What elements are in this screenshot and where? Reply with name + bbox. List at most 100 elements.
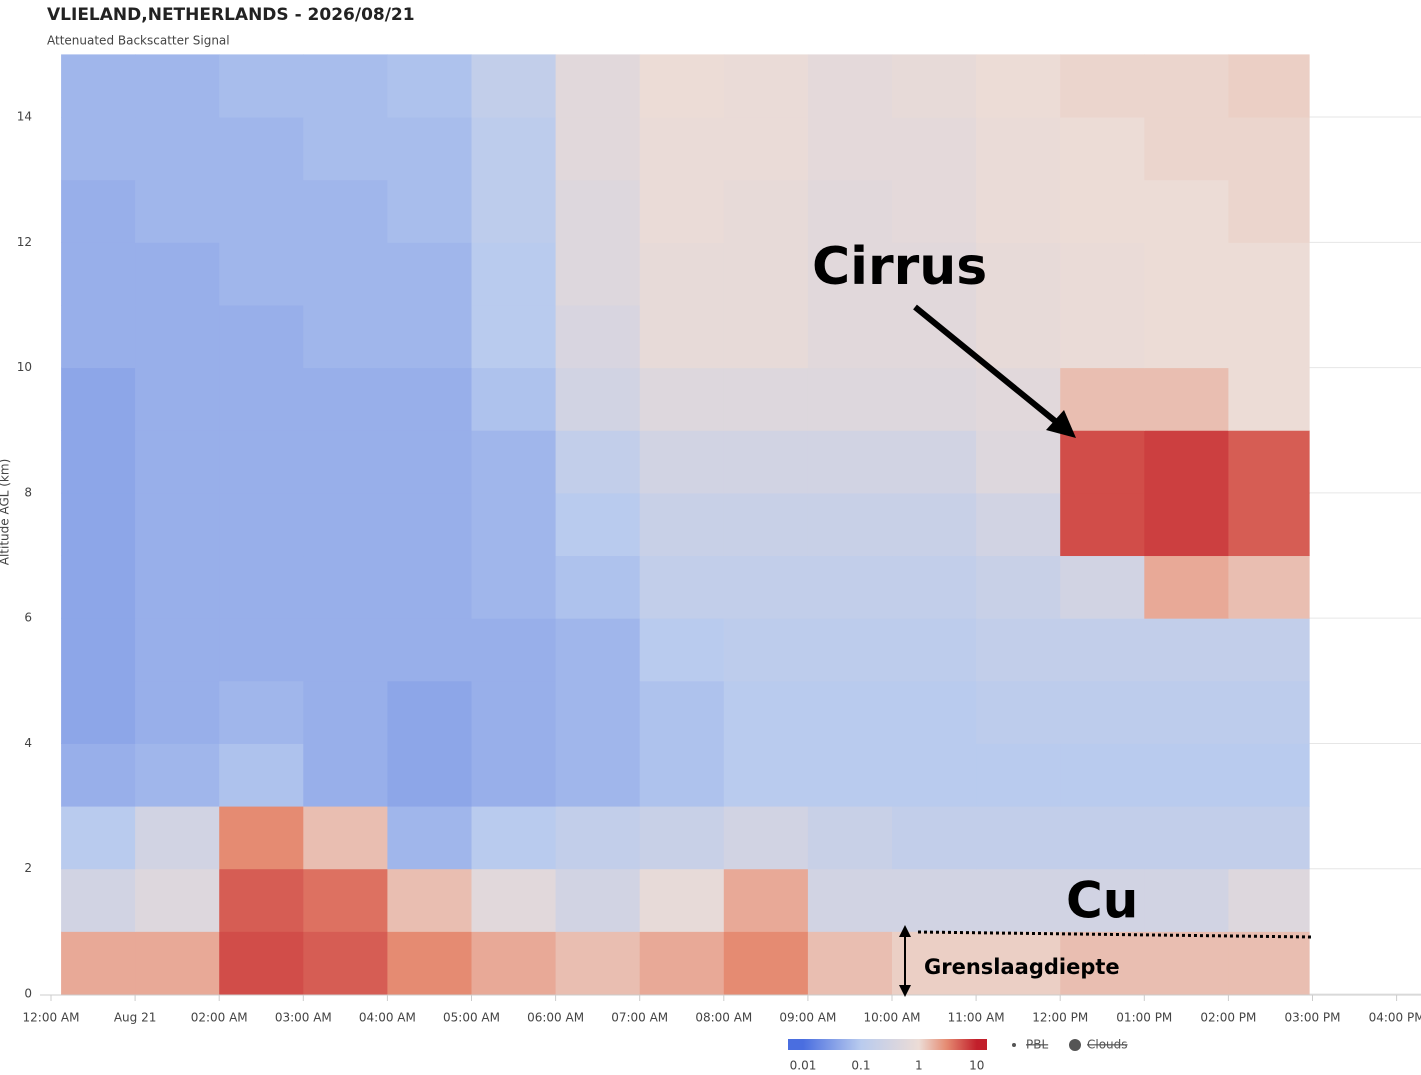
heatmap-cell bbox=[639, 430, 725, 494]
heatmap-cell bbox=[807, 179, 893, 243]
heatmap-cell bbox=[471, 743, 557, 807]
heatmap-cell bbox=[303, 806, 388, 870]
heatmap-cell bbox=[135, 868, 220, 932]
x-tick-label: 05:00 AM bbox=[443, 1011, 500, 1025]
heatmap-cell bbox=[61, 743, 136, 807]
heatmap-cell bbox=[723, 618, 809, 682]
heatmap-cell bbox=[639, 242, 725, 306]
y-tick-label: 6 bbox=[24, 611, 32, 625]
heatmap-cell bbox=[471, 304, 557, 369]
x-tick-label: 12:00 AM bbox=[23, 1011, 80, 1025]
legend: 0.01 0.1 1 10 PBL Clouds bbox=[788, 1038, 1128, 1073]
heatmap-cell bbox=[639, 304, 725, 369]
heatmap-cell bbox=[471, 618, 557, 682]
heatmap-cell bbox=[1060, 743, 1145, 807]
heatmap-cell bbox=[723, 304, 809, 369]
heatmap-cell bbox=[1060, 367, 1145, 431]
heatmap-cell bbox=[303, 367, 388, 431]
heatmap-cell bbox=[976, 430, 1061, 494]
x-tick-label: 06:00 AM bbox=[527, 1011, 584, 1025]
legend-marker bbox=[1069, 1039, 1081, 1051]
heatmap-cell bbox=[1060, 304, 1145, 369]
heatmap-cell bbox=[555, 680, 641, 744]
heatmap-cell bbox=[135, 555, 220, 619]
heatmap-cell bbox=[219, 54, 304, 118]
legend-label: PBL bbox=[1026, 1038, 1048, 1052]
heatmap-cell bbox=[1060, 117, 1145, 181]
heatmap-cell bbox=[219, 618, 304, 682]
heatmap-cell bbox=[387, 430, 472, 494]
heatmap-cell bbox=[1144, 806, 1229, 870]
heatmap-cell bbox=[303, 54, 388, 118]
heatmap-cell bbox=[1144, 555, 1229, 619]
arrow-head bbox=[1046, 410, 1076, 438]
heatmap-cell bbox=[135, 430, 220, 494]
heatmap-cell bbox=[219, 367, 304, 431]
heatmap-cell bbox=[639, 618, 725, 682]
heatmap-cell bbox=[219, 179, 304, 243]
x-tick-label: 04:00 AM bbox=[359, 1011, 416, 1025]
heatmap-cell bbox=[303, 743, 388, 807]
heatmap-cell bbox=[61, 117, 136, 181]
y-tick-label: 4 bbox=[24, 736, 32, 750]
heatmap-cell bbox=[1060, 179, 1145, 243]
legend-label: Clouds bbox=[1087, 1038, 1128, 1052]
y-axis-label: Altitude AGL (km) bbox=[0, 459, 12, 566]
heatmap-cell bbox=[1060, 931, 1145, 995]
heatmap-cell bbox=[892, 54, 977, 118]
heatmap-cell bbox=[387, 868, 472, 932]
heatmap-cell bbox=[1228, 179, 1310, 243]
heatmap-cell bbox=[807, 367, 893, 431]
heatmap-cell bbox=[219, 806, 304, 870]
y-tick-label: 12 bbox=[17, 235, 32, 249]
heatmap-cell bbox=[807, 868, 893, 932]
heatmap-cell bbox=[976, 555, 1061, 619]
heatmap-cell bbox=[723, 743, 809, 807]
heatmap-cell bbox=[1060, 806, 1145, 870]
heatmap-cell bbox=[219, 242, 304, 306]
arrow-head bbox=[899, 985, 911, 997]
heatmap-cell bbox=[1228, 367, 1310, 431]
heatmap-cell bbox=[387, 680, 472, 744]
x-tick-label: 10:00 AM bbox=[864, 1011, 921, 1025]
colorbar-tick-label: 0.01 bbox=[790, 1059, 817, 1073]
y-tick-label: 2 bbox=[24, 861, 32, 875]
heatmap-cell bbox=[303, 555, 388, 619]
heatmap-cell bbox=[555, 304, 641, 369]
heatmap-cell bbox=[723, 868, 809, 932]
annotation: Cirrus bbox=[812, 237, 987, 297]
heatmap-cell bbox=[723, 680, 809, 744]
heatmap-cell bbox=[723, 430, 809, 494]
colorbar-tick-label: 0.1 bbox=[851, 1059, 870, 1073]
heatmap-cell bbox=[892, 618, 977, 682]
heatmap-cell bbox=[1060, 242, 1145, 306]
heatmap-cell bbox=[303, 680, 388, 744]
heatmap-cell bbox=[61, 54, 136, 118]
heatmap-cell bbox=[892, 367, 977, 431]
heatmap-cell bbox=[976, 304, 1061, 369]
heatmap-cell bbox=[61, 367, 136, 431]
axes: 0 2 4 6 8 10 12 14 Altitude AGL (km) 12:00 AM Aug … bbox=[0, 110, 1421, 1025]
heatmap-cell bbox=[387, 304, 472, 369]
chart-title: VLIELAND,NETHERLANDS - 2026/08/21 bbox=[47, 5, 415, 25]
heatmap-cell bbox=[1228, 555, 1310, 619]
heatmap-cell bbox=[471, 806, 557, 870]
heatmap bbox=[61, 54, 1310, 995]
arrow-head bbox=[899, 925, 911, 937]
heatmap-cell bbox=[1228, 743, 1310, 807]
heatmap-cell bbox=[219, 117, 304, 181]
heatmap-cell bbox=[303, 492, 388, 557]
heatmap-cell bbox=[723, 806, 809, 870]
y-tick-label: 14 bbox=[17, 110, 32, 124]
heatmap-cell bbox=[303, 618, 388, 682]
heatmap-cell bbox=[892, 555, 977, 619]
heatmap-cell bbox=[892, 492, 977, 557]
heatmap-cell bbox=[723, 555, 809, 619]
heatmap-cell bbox=[639, 179, 725, 243]
heatmap-cell bbox=[555, 868, 641, 932]
heatmap-cell bbox=[1060, 492, 1145, 557]
heatmap-cell bbox=[555, 179, 641, 243]
heatmap-cell bbox=[723, 242, 809, 306]
heatmap-cell bbox=[135, 618, 220, 682]
